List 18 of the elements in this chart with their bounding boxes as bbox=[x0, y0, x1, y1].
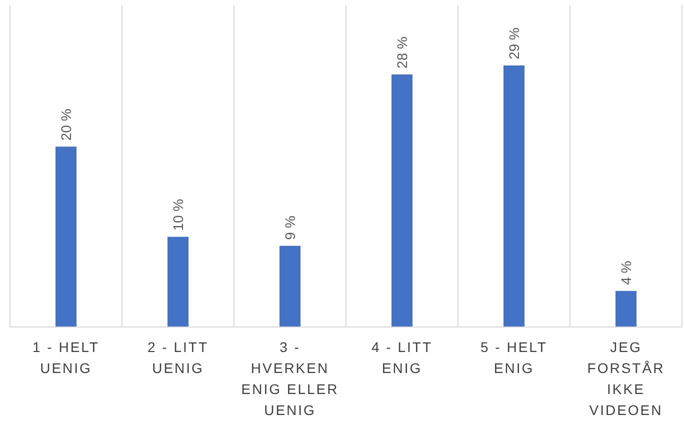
x-tick-label: 3 - HVERKEN ENIG ELLER UENIG bbox=[241, 339, 339, 418]
x-tick-label: 1 - HELT UENIG bbox=[32, 339, 100, 376]
x-tick-label: JEG FORSTÅR IKKE VIDEOEN bbox=[587, 339, 665, 418]
x-tick-label: 5 - HELT ENIG bbox=[480, 339, 548, 376]
data-label: 9 % bbox=[282, 216, 298, 240]
data-label: 29 % bbox=[506, 28, 522, 60]
bar bbox=[280, 246, 300, 327]
bar bbox=[616, 290, 636, 327]
bar bbox=[504, 65, 524, 327]
data-label: 20 % bbox=[58, 108, 74, 141]
bar bbox=[168, 236, 188, 327]
x-tick-label: 2 - LITT UENIG bbox=[147, 339, 209, 376]
data-label: 4 % bbox=[618, 260, 634, 285]
bar bbox=[392, 74, 412, 327]
bar bbox=[56, 146, 76, 327]
data-label: 10 % bbox=[170, 198, 186, 231]
x-tick-label: 4 - LITT ENIG bbox=[371, 339, 433, 376]
data-label: 28 % bbox=[394, 36, 410, 68]
